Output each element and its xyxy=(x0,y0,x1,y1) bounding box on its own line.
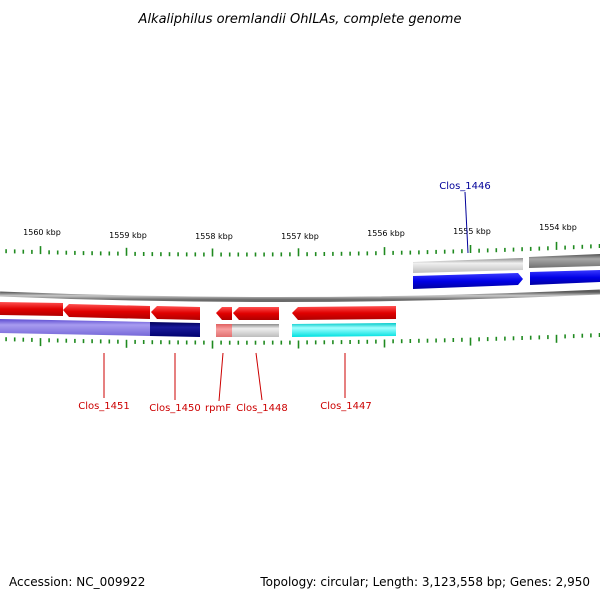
gene-arrow-forward[interactable] xyxy=(530,270,600,285)
ruler-ticks-outer xyxy=(5,241,600,257)
gene-arrow-reverse[interactable] xyxy=(0,302,63,316)
gene-label-clos-1446[interactable]: Clos_1446 xyxy=(439,181,491,192)
gene-labels: Clos_1446 Clos_1451 Clos_1450 rpmF Clos_… xyxy=(78,181,491,414)
gene-arrow-rpmf[interactable] xyxy=(216,307,232,320)
ruler-label: 1558 kbp xyxy=(195,232,233,241)
gene-label-clos-1451[interactable]: Clos_1451 xyxy=(78,401,130,412)
ruler-label: 1555 kbp xyxy=(453,227,491,236)
gene-arrow-clos-1448[interactable] xyxy=(233,307,279,320)
gene-label-rpmf[interactable]: rpmF xyxy=(205,403,231,414)
leader-line xyxy=(464,191,469,254)
genome-backbone xyxy=(0,289,600,303)
gene-arrow-clos-1446[interactable] xyxy=(413,273,523,289)
gene-arrow-clos-1450[interactable] xyxy=(151,306,200,320)
gene-leader-lines xyxy=(103,191,469,402)
gene-label-clos-1450[interactable]: Clos_1450 xyxy=(149,403,201,414)
gene-shadow-bar xyxy=(529,254,600,268)
gene-shadow-bar xyxy=(150,322,200,337)
gene-shadow-bar xyxy=(292,323,396,337)
ruler-label: 1556 kbp xyxy=(367,229,405,238)
gene-shadow-bar xyxy=(0,319,150,336)
ruler-label: 1560 kbp xyxy=(23,228,61,237)
ruler-label: 1557 kbp xyxy=(281,232,319,241)
leader-line xyxy=(255,352,263,401)
gene-shadow-bar xyxy=(232,324,279,337)
forward-strand xyxy=(413,254,600,289)
leader-line xyxy=(218,352,224,402)
gene-arrow-clos-1447[interactable] xyxy=(292,306,396,320)
ruler-ticks-inner xyxy=(5,333,600,349)
map-title: Alkaliphilus oremlandii OhILAs, complete… xyxy=(138,12,462,27)
genome-summary-text: Topology: circular; Length: 3,123,558 bp… xyxy=(259,575,590,589)
gene-label-clos-1447[interactable]: Clos_1447 xyxy=(320,401,372,412)
ruler-label: 1559 kbp xyxy=(109,231,147,240)
gene-shadow-bar xyxy=(413,258,523,273)
gene-shadow-bar xyxy=(216,324,232,337)
gene-arrow-clos-1451[interactable] xyxy=(63,304,150,319)
ruler-label: 1554 kbp xyxy=(539,223,577,232)
reverse-strand xyxy=(0,302,396,337)
accession-text: Accession: NC_009922 xyxy=(9,575,145,589)
ruler-labels: 1560 kbp 1559 kbp 1558 kbp 1557 kbp 1556… xyxy=(23,223,577,241)
gene-label-clos-1448[interactable]: Clos_1448 xyxy=(236,403,288,414)
